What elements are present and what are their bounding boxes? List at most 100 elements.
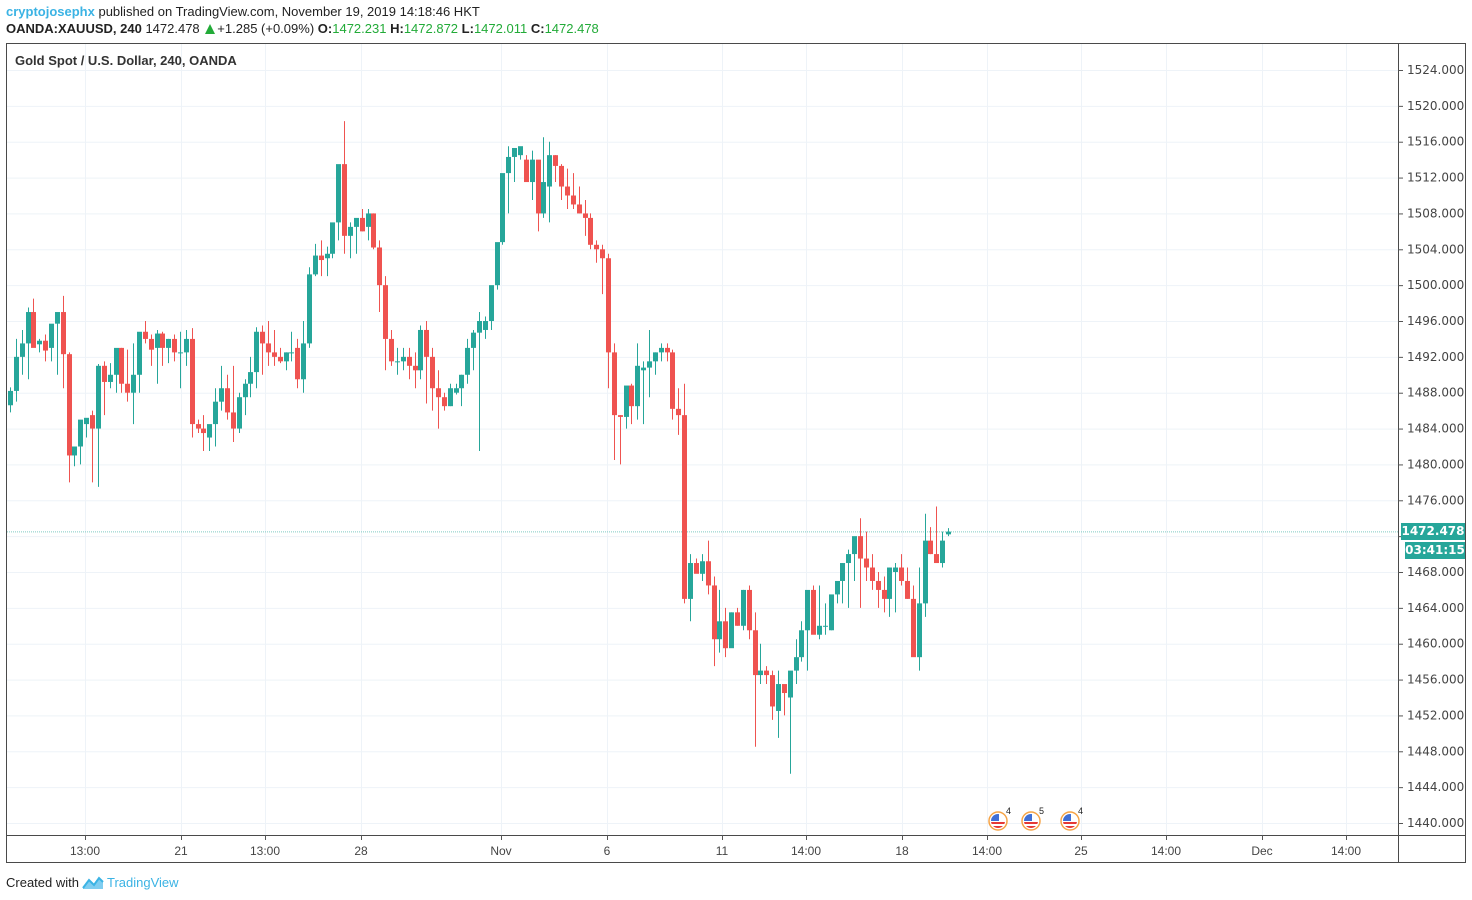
- candle-body[interactable]: [870, 567, 875, 581]
- candle-body[interactable]: [289, 352, 294, 354]
- candle-body[interactable]: [307, 274, 312, 344]
- candle-body[interactable]: [577, 204, 582, 214]
- candle-body[interactable]: [260, 331, 265, 344]
- candle-body[interactable]: [899, 567, 904, 581]
- candle-body[interactable]: [647, 361, 652, 368]
- candle-body[interactable]: [794, 657, 799, 671]
- candle-body[interactable]: [923, 540, 928, 604]
- candle-body[interactable]: [20, 343, 25, 357]
- candle-body[interactable]: [729, 612, 734, 649]
- candle-body[interactable]: [495, 242, 500, 286]
- candle-body[interactable]: [155, 333, 160, 348]
- candle-body[interactable]: [72, 446, 77, 456]
- candle-body[interactable]: [852, 536, 857, 555]
- candle-body[interactable]: [160, 333, 165, 348]
- candle-body[interactable]: [201, 428, 206, 434]
- candle-body[interactable]: [758, 670, 763, 676]
- candle-body[interactable]: [618, 415, 623, 417]
- candle-body[interactable]: [407, 356, 412, 366]
- candle-body[interactable]: [541, 182, 546, 214]
- candle-body[interactable]: [325, 253, 330, 259]
- candle-body[interactable]: [125, 383, 130, 393]
- candle-body[interactable]: [354, 217, 359, 227]
- candle-body[interactable]: [524, 159, 529, 183]
- candle-body[interactable]: [887, 567, 892, 599]
- candle-body[interactable]: [829, 594, 834, 631]
- candle-body[interactable]: [330, 222, 335, 254]
- candle-body[interactable]: [612, 352, 617, 416]
- candle-body[interactable]: [876, 580, 881, 590]
- candle-body[interactable]: [96, 365, 101, 429]
- candle-body[interactable]: [600, 249, 605, 259]
- candle-body[interactable]: [846, 554, 851, 564]
- candle-body[interactable]: [553, 155, 558, 166]
- candle-body[interactable]: [530, 159, 535, 183]
- candle-body[interactable]: [149, 338, 154, 350]
- candle-body[interactable]: [776, 684, 781, 711]
- candle-body[interactable]: [342, 164, 347, 236]
- candle-body[interactable]: [518, 146, 523, 156]
- candle-body[interactable]: [864, 558, 869, 568]
- candle-body[interactable]: [114, 347, 119, 375]
- candle-body[interactable]: [817, 625, 822, 635]
- candle-body[interactable]: [67, 354, 72, 456]
- candle-body[interactable]: [448, 388, 453, 407]
- candle-body[interactable]: [506, 156, 511, 174]
- candle-body[interactable]: [723, 621, 728, 649]
- candle-body[interactable]: [770, 675, 775, 707]
- candle-body[interactable]: [430, 356, 435, 389]
- candlestick-chart[interactable]: 1524.000 1520.000 1516.000 1512.000 1508.000…: [0, 0, 1472, 870]
- candle-body[interactable]: [184, 338, 189, 353]
- candle-body[interactable]: [712, 585, 717, 640]
- candle-body[interactable]: [108, 374, 113, 382]
- candle-body[interactable]: [583, 213, 588, 218]
- candle-body[interactable]: [688, 563, 693, 599]
- us-economic-event-icon[interactable]: 5: [1021, 806, 1044, 831]
- candle-body[interactable]: [383, 285, 388, 339]
- candle-body[interactable]: [799, 630, 804, 658]
- candle-body[interactable]: [295, 347, 300, 380]
- candle-body[interactable]: [489, 285, 494, 321]
- tradingview-link[interactable]: TradingView: [106, 875, 179, 890]
- candle-body[interactable]: [588, 217, 593, 245]
- candle-body[interactable]: [565, 186, 570, 196]
- candle-body[interactable]: [272, 352, 277, 357]
- candle-body[interactable]: [840, 563, 845, 581]
- candle-body[interactable]: [606, 258, 611, 353]
- candle-body[interactable]: [207, 424, 212, 438]
- candle-body[interactable]: [835, 580, 840, 595]
- candle-body[interactable]: [700, 561, 705, 574]
- candle-body[interactable]: [934, 554, 939, 564]
- candle-body[interactable]: [424, 329, 429, 357]
- candle-body[interactable]: [465, 347, 470, 375]
- us-economic-event-icon[interactable]: 4: [988, 806, 1011, 831]
- candle-body[interactable]: [946, 531, 951, 535]
- candle-body[interactable]: [178, 352, 183, 354]
- candle-body[interactable]: [682, 415, 687, 599]
- candle-body[interactable]: [882, 589, 887, 599]
- candle-body[interactable]: [37, 340, 42, 345]
- candle-body[interactable]: [190, 338, 195, 425]
- candle-body[interactable]: [594, 244, 599, 250]
- candle-body[interactable]: [823, 625, 828, 627]
- candle-body[interactable]: [858, 536, 863, 559]
- candle-body[interactable]: [31, 312, 36, 348]
- candle-body[interactable]: [782, 684, 787, 694]
- candle-body[interactable]: [676, 408, 681, 416]
- candle-body[interactable]: [805, 589, 810, 631]
- candle-body[interactable]: [413, 365, 418, 371]
- candle-body[interactable]: [219, 388, 224, 402]
- candle-body[interactable]: [741, 589, 746, 626]
- candle-body[interactable]: [237, 397, 242, 429]
- candle-body[interactable]: [905, 580, 910, 599]
- candle-body[interactable]: [547, 155, 552, 187]
- candle-body[interactable]: [500, 173, 505, 243]
- candle-body[interactable]: [928, 540, 933, 555]
- candle-body[interactable]: [301, 343, 306, 380]
- candle-body[interactable]: [266, 343, 271, 353]
- candle-body[interactable]: [706, 561, 711, 586]
- candle-body[interactable]: [483, 321, 488, 330]
- candle-body[interactable]: [90, 415, 95, 429]
- candle-body[interactable]: [694, 563, 699, 574]
- candle-body[interactable]: [43, 340, 48, 351]
